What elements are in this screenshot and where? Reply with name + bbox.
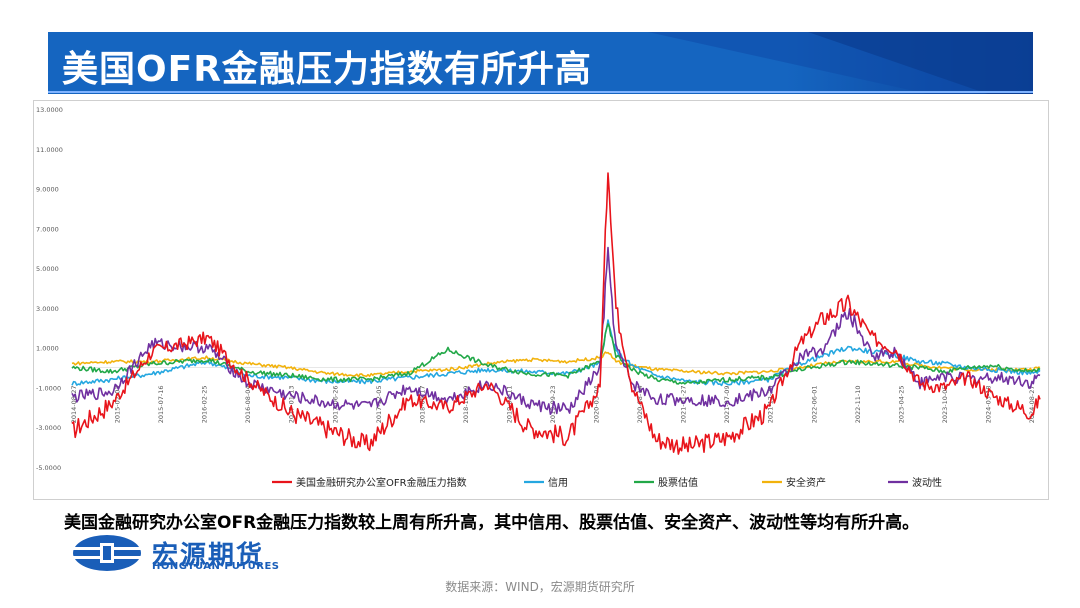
- logo-english-name: HONGYUAN FUTURES: [152, 561, 280, 572]
- y-tick-label: 3.0000: [36, 305, 59, 313]
- x-tick-label: 2016-08-04: [244, 385, 252, 423]
- y-tick-label: 7.0000: [36, 225, 59, 233]
- x-tick-label: 2024-08-27: [1028, 385, 1036, 423]
- chart-caption: 美国金融研究办公室OFR金融压力指数较上周有所升高，其中信用、股票估值、安全资产…: [64, 513, 920, 533]
- y-axis: 13.0000 11.0000 9.0000 7.0000 5.0000 3.0000 1.…: [36, 106, 1040, 472]
- x-tick-label: 2023-10-05: [941, 385, 949, 423]
- x-tick-label: 2020-03-04: [593, 385, 601, 423]
- x-tick-label: 2021-07-09: [723, 385, 731, 423]
- x-tick-label: 2014-08-27: [70, 385, 78, 423]
- hongyuan-logo-icon: [73, 535, 141, 571]
- y-tick-label: 9.0000: [36, 186, 59, 194]
- company-logo: 宏源期货 HONGYUAN FUTURES: [70, 533, 320, 573]
- legend-label: 信用: [548, 477, 568, 489]
- series-line: [71, 172, 1041, 455]
- series-line: [71, 351, 1041, 378]
- y-tick-label: 5.0000: [36, 265, 59, 273]
- legend-label: 波动性: [912, 476, 942, 489]
- legend: 美国金融研究办公室OFR金融压力指数 信用 股票估值 安全资产 波动性: [272, 476, 942, 489]
- x-tick-label: 2021-01-27: [680, 385, 688, 423]
- chart-container: 13.0000 11.0000 9.0000 7.0000 5.0000 3.0000 1.…: [33, 100, 1049, 500]
- y-tick-label: -1.0000: [36, 384, 61, 392]
- x-tick-label: 2018-05-17: [418, 385, 426, 423]
- y-tick-label: 11.0000: [36, 146, 63, 154]
- legend-label: 股票估值: [658, 476, 698, 489]
- title-banner-bg: [48, 32, 1033, 94]
- x-tick-label: 2016-02-25: [201, 385, 209, 423]
- x-tick-label: 2022-06-01: [810, 385, 818, 423]
- ofr-stress-chart: 13.0000 11.0000 9.0000 7.0000 5.0000 3.0000 1.…: [36, 106, 1041, 489]
- x-tick-label: 2015-07-16: [157, 385, 165, 423]
- x-tick-label: 2015-02-03: [114, 385, 122, 423]
- page-title: 美国OFR金融压力指数有所升高: [62, 49, 592, 90]
- series-lines: [71, 172, 1041, 455]
- title-banner: 美国OFR金融压力指数有所升高: [48, 32, 1033, 94]
- data-source: 数据来源：WIND，宏源期货研究所: [445, 580, 635, 594]
- logo-chinese-name: 宏源期货: [152, 541, 265, 571]
- y-tick-label: -3.0000: [36, 424, 61, 432]
- legend-label: 美国金融研究办公室OFR金融压力指数: [296, 476, 467, 489]
- x-tick-label: 2018-10-29: [462, 385, 470, 423]
- x-tick-label: 2023-04-25: [897, 385, 905, 423]
- x-tick-label: 2017-01-13: [288, 385, 296, 423]
- x-tick-label: 2024-03-18: [984, 385, 992, 423]
- y-tick-label: 13.0000: [36, 106, 63, 114]
- y-tick-label: -5.0000: [36, 464, 61, 472]
- x-tick-label: 2017-06-26: [331, 385, 339, 423]
- y-tick-label: 1.0000: [36, 345, 59, 353]
- legend-label: 安全资产: [786, 476, 826, 489]
- series-line: [71, 246, 1041, 416]
- x-tick-label: 2022-11-10: [854, 385, 862, 423]
